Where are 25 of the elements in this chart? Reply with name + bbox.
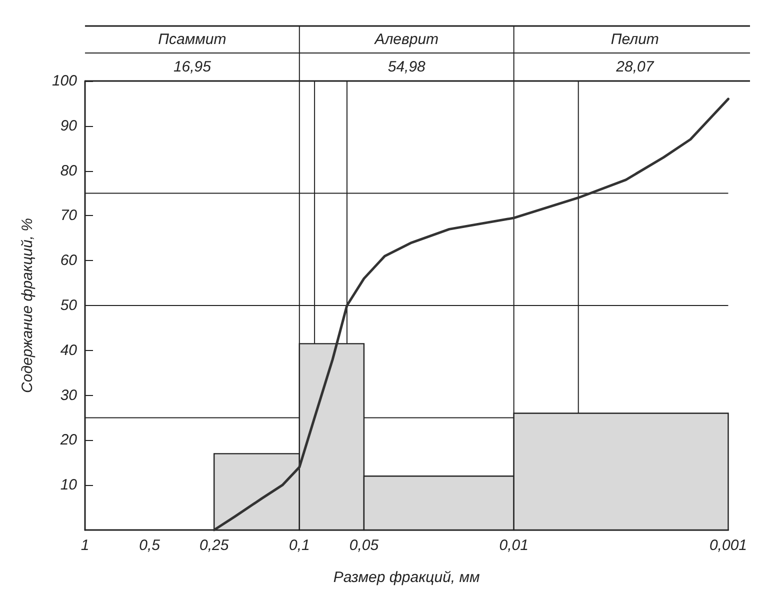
x-tick-label: 0,05 (349, 537, 380, 554)
text: Псаммит (158, 31, 226, 48)
y-tick-label: 70 (60, 207, 78, 224)
y-axis-title: Содержание фракций, % (19, 218, 36, 393)
y-tick-label: 40 (60, 342, 78, 359)
x-tick-label: 1 (80, 537, 90, 554)
y-tick-label: 80 (60, 162, 78, 180)
text: 28,07 (615, 58, 654, 76)
y-tick-label: 60 (60, 252, 78, 270)
text: 16,95 (173, 58, 212, 76)
x-tick-label: 0,25 (199, 537, 230, 554)
text: 54,98 (388, 58, 426, 76)
y-tick-label: 10 (60, 476, 78, 494)
x-axis-title: Размер фракций, мм (333, 569, 480, 586)
x-tick-label: 0,1 (288, 537, 310, 554)
x-tick-label: 0,01 (499, 537, 528, 554)
x-tick-label: 0,5 (139, 537, 161, 554)
y-tick-label: 90 (60, 117, 78, 134)
y-tick-label: 20 (59, 432, 78, 449)
y-tick-label: 50 (60, 297, 78, 314)
y-tick-label: 30 (60, 386, 78, 404)
text: Пелит (610, 31, 659, 48)
text: Алеврит (374, 31, 439, 48)
y-tick-label: 100 (52, 72, 78, 90)
x-tick-label: 0,001 (709, 537, 748, 554)
